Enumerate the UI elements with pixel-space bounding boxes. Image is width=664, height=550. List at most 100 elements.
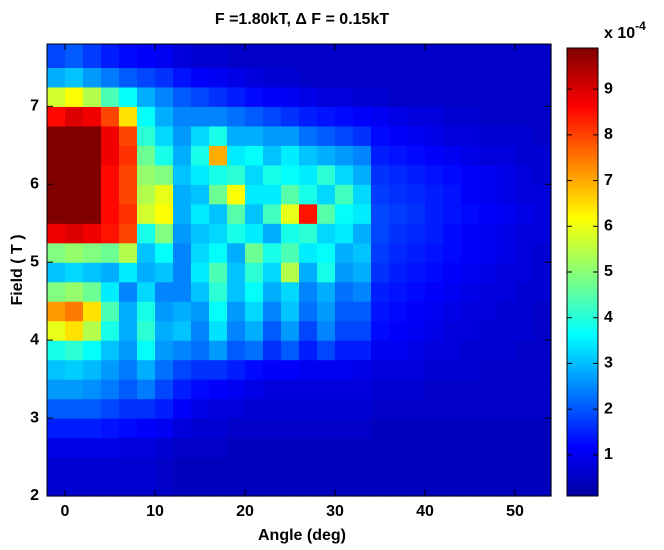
heatmap-cell	[497, 44, 516, 68]
heatmap-cell	[479, 281, 498, 302]
heatmap-cell	[353, 281, 372, 302]
heatmap-cell	[119, 418, 138, 439]
heatmap-cell	[461, 398, 480, 419]
heatmap-cell	[299, 281, 318, 302]
heatmap-cell	[497, 340, 516, 361]
heatmap-cell	[101, 418, 120, 439]
heatmap-cell	[83, 476, 102, 497]
heatmap-cell	[119, 125, 138, 146]
heatmap-cell	[443, 145, 462, 166]
y-tick-label: 7	[30, 98, 39, 115]
heatmap-cell	[137, 262, 156, 283]
heatmap-cell	[479, 184, 498, 205]
heatmap-cell	[407, 145, 426, 166]
heatmap-cell	[119, 164, 138, 185]
heatmap-cell	[191, 418, 210, 439]
heatmap-cell	[389, 262, 408, 283]
heatmap-cell	[425, 359, 444, 380]
heatmap-cell	[137, 281, 156, 302]
heatmap-cell	[47, 125, 66, 146]
heatmap-cell	[407, 398, 426, 419]
heatmap-cell	[209, 301, 228, 322]
heatmap-cell	[47, 437, 66, 458]
heatmap-cell	[101, 359, 120, 380]
heatmap-cell	[335, 418, 354, 439]
heatmap-cell	[191, 398, 210, 419]
heatmap-cell	[119, 437, 138, 458]
heatmap-cell	[353, 86, 372, 107]
colorbar-tick-label: 6	[604, 218, 613, 235]
heatmap-cell	[209, 67, 228, 88]
heatmap-cell	[83, 242, 102, 263]
x-tick-label: 10	[146, 503, 164, 520]
heatmap-cell	[317, 145, 336, 166]
heatmap-cell	[353, 418, 372, 439]
heatmap-cell	[101, 106, 120, 127]
heatmap-cell	[443, 164, 462, 185]
heatmap-cell	[533, 106, 552, 127]
heatmap-cell	[119, 223, 138, 244]
heatmap-cell	[155, 262, 174, 283]
heatmap-cell	[479, 437, 498, 458]
heatmap-cell	[119, 242, 138, 263]
heatmap-cell	[479, 476, 498, 497]
heatmap-cell	[83, 223, 102, 244]
colorbar-label: x 10-4	[604, 19, 646, 42]
heatmap-cell	[83, 203, 102, 224]
heatmap-cell	[191, 437, 210, 458]
heatmap-cell	[533, 67, 552, 88]
heatmap-cell	[155, 164, 174, 185]
heatmap-cell	[317, 242, 336, 263]
heatmap-cell	[155, 301, 174, 322]
heatmap-cell	[479, 125, 498, 146]
heatmap-cell	[173, 67, 192, 88]
heatmap-cell	[227, 223, 246, 244]
heatmap-cell	[65, 437, 84, 458]
x-tick-label: 40	[416, 503, 434, 520]
heatmap-cell	[281, 476, 300, 497]
heatmap-cell	[191, 379, 210, 400]
heatmap-cell	[533, 340, 552, 361]
heatmap-cell	[335, 44, 354, 68]
heatmap-cell	[155, 86, 174, 107]
heatmap-cell	[173, 242, 192, 263]
heatmap-cell	[209, 379, 228, 400]
heatmap-cell	[263, 125, 282, 146]
heatmap-cell	[281, 262, 300, 283]
heatmap-cell	[479, 145, 498, 166]
heatmap-cell	[155, 320, 174, 341]
heatmap-cell	[371, 164, 390, 185]
heatmap-cell	[335, 184, 354, 205]
heatmap-cell	[263, 86, 282, 107]
heatmap-cell	[497, 164, 516, 185]
heatmap-cell	[533, 262, 552, 283]
colorbar	[566, 47, 599, 497]
heatmap-cell	[281, 203, 300, 224]
heatmap-cell	[101, 340, 120, 361]
heatmap-cell	[335, 301, 354, 322]
heatmap-cell	[533, 418, 552, 439]
heatmap-cell	[389, 184, 408, 205]
heatmap-cell	[497, 437, 516, 458]
heatmap-cell	[389, 242, 408, 263]
heatmap-cell	[83, 44, 102, 68]
heatmap-cell	[65, 106, 84, 127]
heatmap-cell	[173, 398, 192, 419]
heatmap-cell	[263, 301, 282, 322]
heatmap-cell	[173, 184, 192, 205]
heatmap-cell	[515, 262, 534, 283]
heatmap-cell	[317, 359, 336, 380]
heatmap-cell	[191, 145, 210, 166]
heatmap-cell	[65, 398, 84, 419]
heatmap-cell	[443, 242, 462, 263]
heatmap-cell	[515, 106, 534, 127]
heatmap-cell	[209, 242, 228, 263]
heatmap-cell	[263, 359, 282, 380]
heatmap-cell	[443, 320, 462, 341]
heatmap-cell	[245, 281, 264, 302]
heatmap-cell	[245, 223, 264, 244]
heatmap-cell	[443, 359, 462, 380]
heatmap-cell	[371, 262, 390, 283]
heatmap-cell	[389, 203, 408, 224]
heatmap-cell	[101, 398, 120, 419]
